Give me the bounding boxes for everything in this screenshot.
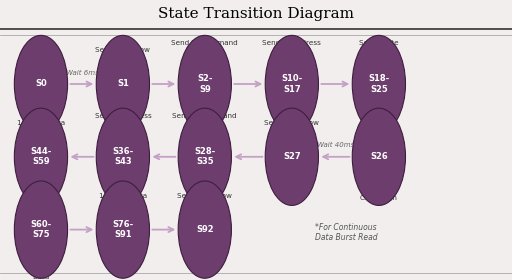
Text: Send CS = Low: Send CS = Low [95, 47, 151, 53]
Ellipse shape [352, 35, 406, 133]
Ellipse shape [265, 35, 318, 133]
Text: S76-
S91: S76- S91 [112, 220, 134, 239]
Text: Send Write
Byte 0x02: Send Write Byte 0x02 [359, 40, 399, 53]
Text: S1: S1 [117, 80, 129, 88]
Ellipse shape [352, 108, 406, 206]
Text: S0: S0 [35, 80, 47, 88]
Text: Power-Up: Power-Up [24, 47, 58, 53]
Ellipse shape [178, 35, 231, 133]
Text: S27: S27 [283, 152, 301, 161]
Ellipse shape [178, 108, 231, 206]
Text: S10-
S17: S10- S17 [281, 74, 303, 94]
Ellipse shape [14, 181, 68, 278]
Ellipse shape [265, 108, 318, 206]
Text: Send
CS = High: Send CS = High [360, 188, 397, 200]
Text: S28-
S35: S28- S35 [194, 147, 216, 167]
Text: Receive
16-bit Y
Data: Receive 16-bit Y Data [27, 260, 55, 280]
Text: Wait 40ms: Wait 40ms [317, 143, 354, 148]
Ellipse shape [178, 181, 231, 278]
Text: S36-
S43: S36- S43 [112, 147, 134, 167]
Ellipse shape [14, 108, 68, 206]
Text: Wait 6ms: Wait 6ms [66, 70, 98, 76]
Text: S60-
S75: S60- S75 [30, 220, 52, 239]
Ellipse shape [14, 35, 68, 133]
Text: State Transition Diagram: State Transition Diagram [158, 7, 354, 21]
Text: S26: S26 [370, 152, 388, 161]
Text: S44-
S59: S44- S59 [30, 147, 52, 167]
Text: Send W Command
Byte 0x0A: Send W Command Byte 0x0A [172, 40, 238, 53]
Text: Receive
16-bit Z Data: Receive 16-bit Z Data [99, 186, 147, 199]
Text: Receive
16-bit X Data: Receive 16-bit X Data [17, 113, 65, 126]
Text: Send R Command
Byte 0x0B: Send R Command Byte 0x0B [173, 113, 237, 126]
Ellipse shape [96, 35, 150, 133]
Text: S2-
S9: S2- S9 [197, 74, 212, 94]
Ellipse shape [96, 108, 150, 206]
Text: S18-
S25: S18- S25 [368, 74, 390, 94]
Text: Send CS = Low: Send CS = Low [264, 120, 319, 126]
Ellipse shape [96, 181, 150, 278]
Text: S92: S92 [196, 225, 214, 234]
Text: Send CS = Low: Send CS = Low [177, 193, 232, 199]
Text: *For Continuous
Data Burst Read: *For Continuous Data Burst Read [315, 223, 377, 242]
Text: Send R Address
Byte 0x0E: Send R Address Byte 0x0E [95, 113, 151, 126]
Text: Send W Address
Byte 0x2D: Send W Address Byte 0x2D [263, 40, 321, 53]
Text: Wait 10ms: Wait 10ms [186, 179, 223, 185]
